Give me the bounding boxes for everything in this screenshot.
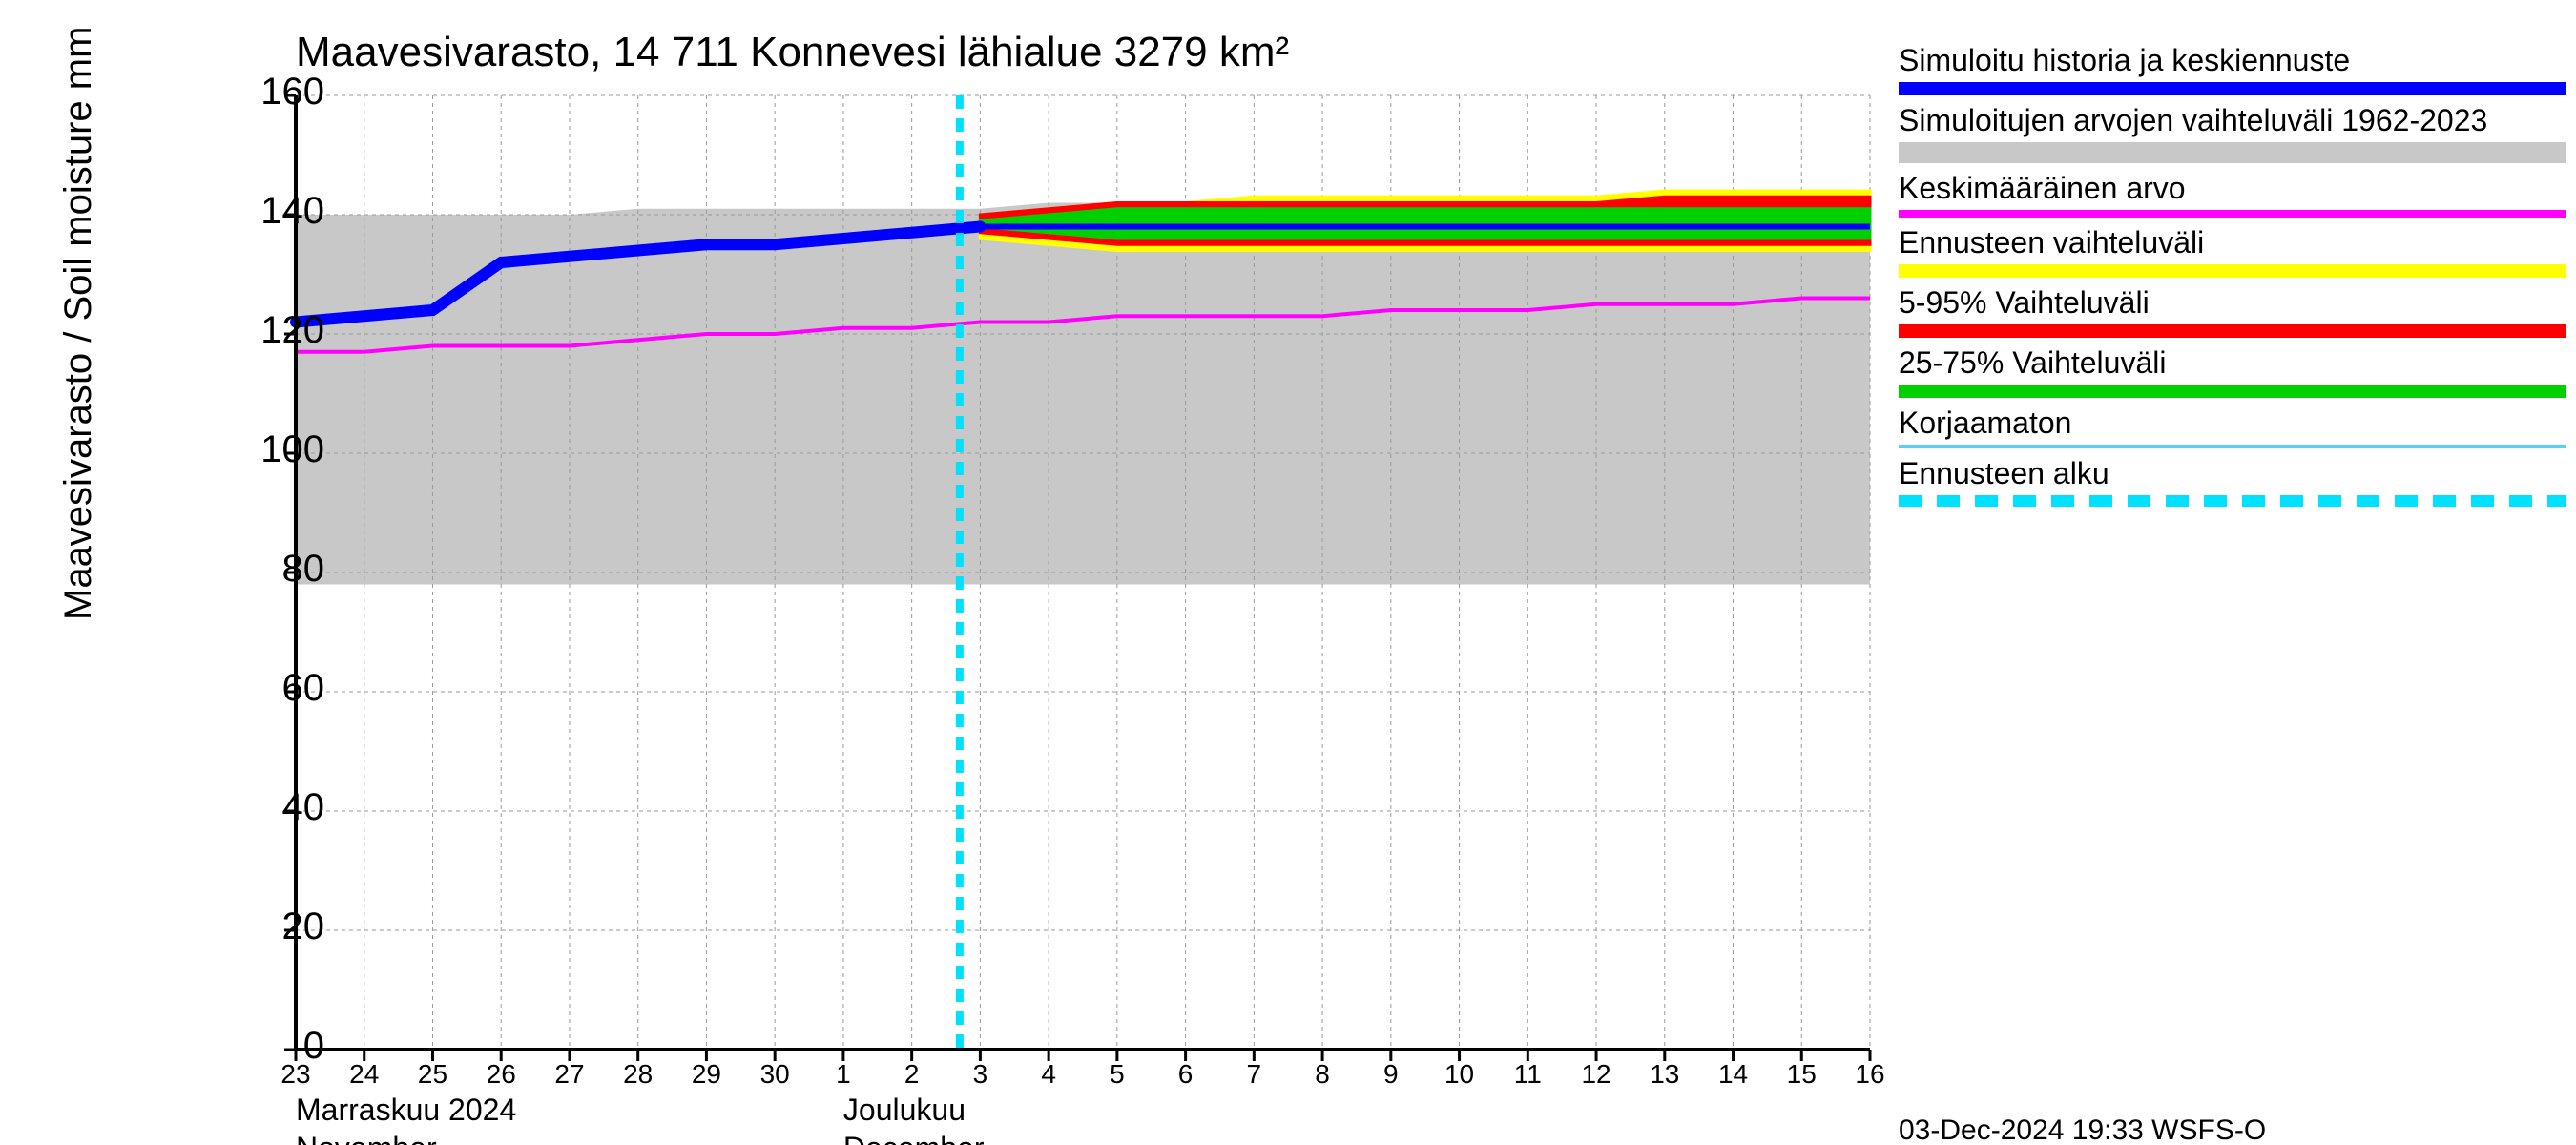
x-tick-label: 3	[961, 1059, 999, 1090]
x-tick-label: 4	[1029, 1059, 1068, 1090]
x-tick-label: 27	[551, 1059, 589, 1090]
y-tick-label: 80	[258, 548, 324, 591]
x-tick-label: 12	[1577, 1059, 1615, 1090]
x-tick-label: 25	[413, 1059, 451, 1090]
legend-label: Simuloitujen arvojen vaihteluväli 1962-2…	[1899, 103, 2566, 138]
legend: Simuloitu historia ja keskiennuste Simulo…	[1899, 43, 2566, 514]
y-tick-label: 120	[258, 309, 324, 352]
legend-swatch	[1899, 324, 2566, 338]
y-tick-label: 40	[258, 786, 324, 829]
legend-swatch	[1899, 385, 2566, 398]
legend-swatch	[1899, 445, 2566, 448]
legend-item: Simuloitu historia ja keskiennuste	[1899, 43, 2566, 95]
x-tick-label: 2	[893, 1059, 931, 1090]
legend-label: Korjaamaton	[1899, 406, 2566, 441]
y-tick-label: 20	[258, 906, 324, 948]
x-month-label: Marraskuu 2024	[296, 1093, 516, 1128]
x-tick-label: 16	[1851, 1059, 1889, 1090]
x-month-sublabel: December	[843, 1131, 985, 1145]
x-month-label: Joulukuu	[843, 1093, 966, 1128]
y-tick-label: 160	[258, 71, 324, 114]
legend-swatch	[1899, 210, 2566, 218]
x-tick-label: 26	[482, 1059, 520, 1090]
x-tick-label: 5	[1098, 1059, 1136, 1090]
chart-container: Maavesivarasto, 14 711 Konnevesi lähialu…	[0, 0, 2576, 1145]
legend-label: Ennusteen vaihteluväli	[1899, 225, 2566, 260]
legend-item: Ennusteen vaihteluväli	[1899, 225, 2566, 278]
x-tick-label: 7	[1235, 1059, 1273, 1090]
y-tick-label: 60	[258, 667, 324, 710]
legend-label: 25-75% Vaihteluväli	[1899, 345, 2566, 381]
legend-item: Keskimääräinen arvo	[1899, 171, 2566, 218]
legend-item: Ennusteen alku	[1899, 456, 2566, 507]
x-tick-label: 6	[1167, 1059, 1205, 1090]
legend-label: 5-95% Vaihteluväli	[1899, 285, 2566, 321]
x-tick-label: 30	[756, 1059, 794, 1090]
x-tick-label: 15	[1782, 1059, 1820, 1090]
legend-swatch	[1899, 495, 2566, 507]
x-tick-label: 14	[1714, 1059, 1753, 1090]
legend-swatch	[1899, 82, 2566, 95]
x-tick-label: 8	[1303, 1059, 1341, 1090]
legend-item: Korjaamaton	[1899, 406, 2566, 448]
y-tick-label: 140	[258, 190, 324, 233]
legend-swatch	[1899, 142, 2566, 163]
x-tick-label: 10	[1441, 1059, 1479, 1090]
x-tick-label: 24	[345, 1059, 384, 1090]
forecast-band	[980, 209, 1870, 239]
x-tick-label: 29	[687, 1059, 725, 1090]
x-tick-label: 28	[619, 1059, 657, 1090]
legend-label: Ennusteen alku	[1899, 456, 2566, 491]
x-tick-label: 9	[1372, 1059, 1410, 1090]
chart-timestamp: 03-Dec-2024 19:33 WSFS-O	[1899, 1114, 2266, 1145]
legend-item: Simuloitujen arvojen vaihteluväli 1962-2…	[1899, 103, 2566, 163]
x-tick-label: 1	[824, 1059, 862, 1090]
legend-swatch	[1899, 264, 2566, 278]
legend-label: Keskimääräinen arvo	[1899, 171, 2566, 206]
x-month-sublabel: November	[296, 1131, 437, 1145]
legend-label: Simuloitu historia ja keskiennuste	[1899, 43, 2566, 78]
x-tick-label: 13	[1646, 1059, 1684, 1090]
x-tick-label: 11	[1508, 1059, 1547, 1090]
legend-item: 5-95% Vaihteluväli	[1899, 285, 2566, 338]
x-tick-label: 23	[277, 1059, 315, 1090]
legend-item: 25-75% Vaihteluväli	[1899, 345, 2566, 398]
y-tick-label: 100	[258, 428, 324, 471]
